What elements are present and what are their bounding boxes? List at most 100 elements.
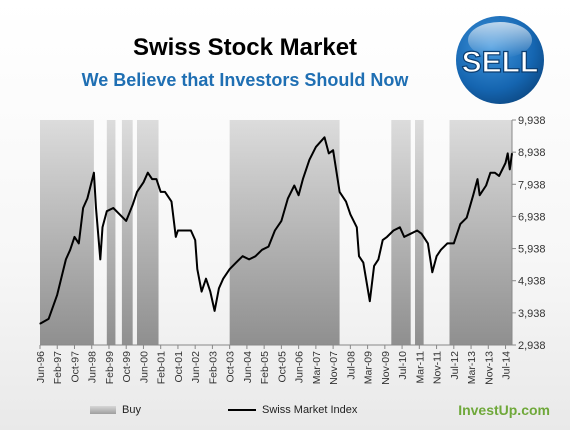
- series-point: [132, 204, 134, 206]
- series-point: [82, 207, 84, 209]
- series-point: [48, 318, 50, 320]
- series-point: [190, 229, 192, 232]
- series-point: [261, 249, 263, 251]
- series-point: [323, 136, 326, 138]
- series-point: [494, 172, 496, 174]
- series-point: [101, 226, 104, 228]
- x-tick-label: Nov-07: [328, 351, 340, 385]
- series-point: [213, 310, 216, 312]
- series-point: [136, 191, 138, 193]
- y-tick-label: 4,938: [518, 276, 546, 288]
- sell-badge-gloss: [468, 22, 532, 58]
- x-tick-label: Jul-10: [397, 351, 409, 380]
- series-point: [177, 229, 179, 232]
- x-tick-label: Jun-00: [138, 351, 150, 383]
- series-point: [119, 213, 121, 216]
- series-point: [308, 159, 311, 161]
- buy-period-band-2: [121, 120, 133, 345]
- series-point: [235, 262, 237, 264]
- brand-logo: InvestUp.com: [458, 402, 550, 418]
- x-tick-label: Jul-14: [501, 351, 513, 380]
- series-point: [386, 236, 388, 238]
- series-point: [99, 258, 101, 261]
- legend-label-buy: Buy: [122, 404, 141, 416]
- x-tick-label: Mar-13: [466, 351, 478, 384]
- series-point: [504, 162, 507, 164]
- series-point: [489, 172, 492, 174]
- series-point: [222, 278, 224, 280]
- series-point: [498, 175, 500, 177]
- series-point: [65, 258, 67, 261]
- series-point: [373, 265, 375, 267]
- series-point: [196, 268, 198, 270]
- series-point: [218, 287, 220, 289]
- x-tick-label: Nov-11: [432, 351, 444, 384]
- series-point: [142, 181, 145, 183]
- series-point: [147, 172, 149, 174]
- series-point: [382, 239, 384, 241]
- legend-swatch-buy: [90, 406, 116, 414]
- series-point: [485, 184, 487, 187]
- series-point: [416, 229, 418, 232]
- series-point: [459, 223, 461, 225]
- series-point: [69, 249, 71, 251]
- legend: Buy Swiss Market Index: [0, 400, 570, 422]
- y-tick-label: 2,938: [518, 340, 546, 352]
- y-tick-label: 9,938: [518, 115, 546, 127]
- x-tick-label: Jul-12: [449, 351, 461, 380]
- x-tick-label: Jun-98: [87, 351, 99, 383]
- x-tick-label: Mar-09: [363, 351, 375, 384]
- x-tick-label: Feb-99: [104, 351, 116, 384]
- y-tick-label: 3,938: [518, 308, 546, 320]
- x-tick-label: Feb-03: [207, 351, 219, 384]
- series-point: [315, 146, 317, 148]
- x-tick-label: Jun-04: [242, 351, 254, 383]
- series-point: [125, 220, 127, 222]
- chart-title: Swiss Stock Market: [132, 34, 358, 61]
- series-point: [175, 236, 177, 238]
- x-tick-label: Oct-97: [69, 351, 81, 383]
- series-point: [56, 294, 58, 296]
- chart-subtitle: We Believe that Investors Should Now: [81, 70, 409, 90]
- series-line-layer: [39, 136, 513, 325]
- series-point: [205, 278, 207, 280]
- x-tick-label: Feb-01: [156, 351, 168, 384]
- series-point: [328, 152, 330, 154]
- series-point: [274, 229, 276, 232]
- series-point: [356, 226, 358, 228]
- legend-item-series: Swiss Market Index: [228, 404, 357, 416]
- x-tick-label: Feb-97: [52, 351, 64, 384]
- series-point: [377, 258, 379, 261]
- x-tick-label: Jun-02: [190, 351, 202, 383]
- sell-badge-label: SELL: [462, 46, 539, 79]
- series-point: [446, 242, 448, 244]
- series-point: [431, 271, 433, 273]
- buy-period-band-4: [229, 120, 340, 345]
- series-point: [362, 262, 364, 264]
- x-tick-label: Oct-99: [121, 351, 133, 383]
- series-point: [155, 178, 157, 180]
- x-tick-label: Jun-96: [35, 351, 47, 383]
- x-tick-label: Jul-08: [345, 351, 357, 380]
- series-point: [302, 178, 304, 180]
- legend-label-series: Swiss Market Index: [262, 404, 358, 416]
- series-point: [93, 172, 95, 174]
- series-point: [241, 255, 244, 257]
- series-point: [229, 268, 231, 270]
- series-point: [160, 191, 162, 193]
- x-tick-label: Mar-11: [414, 351, 426, 384]
- series-point: [112, 207, 114, 209]
- x-tick-label: Mar-07: [311, 351, 323, 384]
- series-point: [248, 258, 250, 261]
- series-point: [298, 194, 300, 196]
- series-point: [369, 300, 371, 302]
- buy-period-band-1: [106, 120, 116, 345]
- series-point: [410, 233, 412, 235]
- series-point: [78, 242, 80, 244]
- legend-item-buy: Buy: [90, 404, 141, 416]
- buy-period-band-3: [136, 120, 159, 345]
- series-point: [509, 168, 511, 171]
- series-point: [472, 194, 474, 196]
- series-point: [170, 200, 173, 203]
